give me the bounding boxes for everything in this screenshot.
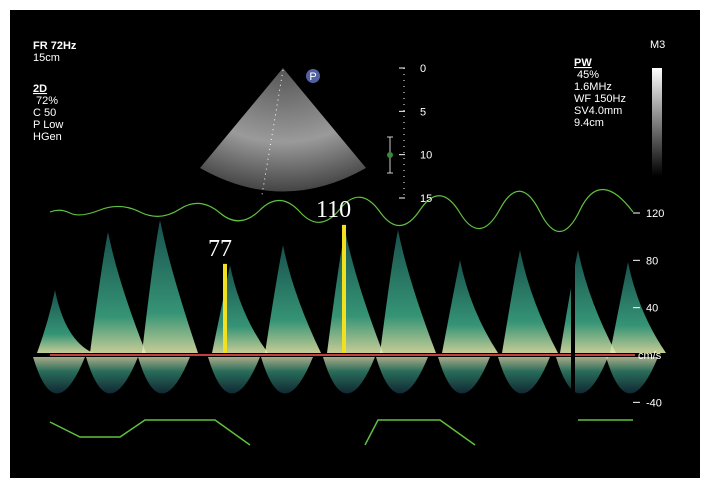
gray-scale-bar [652,68,662,176]
frame-rate: FR 72Hz [33,40,77,52]
mode-pw-wall-filter: WF 150Hz [574,93,626,105]
mode-2d-power: P Low [33,119,63,131]
velocity-tick-label: 120 [646,208,664,220]
mode-2d-title: 2D [33,83,47,95]
mode-pw-gain: 45% [577,69,599,81]
mode-2d-gain: 72% [36,95,58,107]
mode-2d-compression: C 50 [33,107,56,119]
gate-dot [387,152,393,158]
mode-2d-frequency: HGen [33,131,62,143]
measurement-label: 110 [316,197,351,223]
velocity-tick-label: 40 [646,303,658,315]
depth-tick-label: 10 [420,150,432,162]
probe-marker: P [309,71,316,83]
velocity-tick-label: 80 [646,255,658,267]
mode-pw-gate-depth: 9.4cm [574,117,604,129]
velocity-baseline-label: cm/s [638,350,662,362]
depth-tick-label: 5 [420,106,426,118]
depth-tick-label: 0 [420,63,426,75]
depth: 15cm [33,52,60,64]
map-label: M3 [650,39,665,51]
depth-tick-label: 15 [420,193,432,205]
measurement-label: 77 [208,236,232,262]
mode-pw-frequency: 1.6MHz [574,81,612,93]
mode-pw-sample-volume: SV4.0mm [574,105,622,117]
ultrasound-screen: P FR 72Hz 15cm 2D 72% C 50 P Low HGen PW… [0,0,711,488]
mode-pw-title: PW [574,57,592,69]
velocity-tick-label: -40 [646,397,662,409]
